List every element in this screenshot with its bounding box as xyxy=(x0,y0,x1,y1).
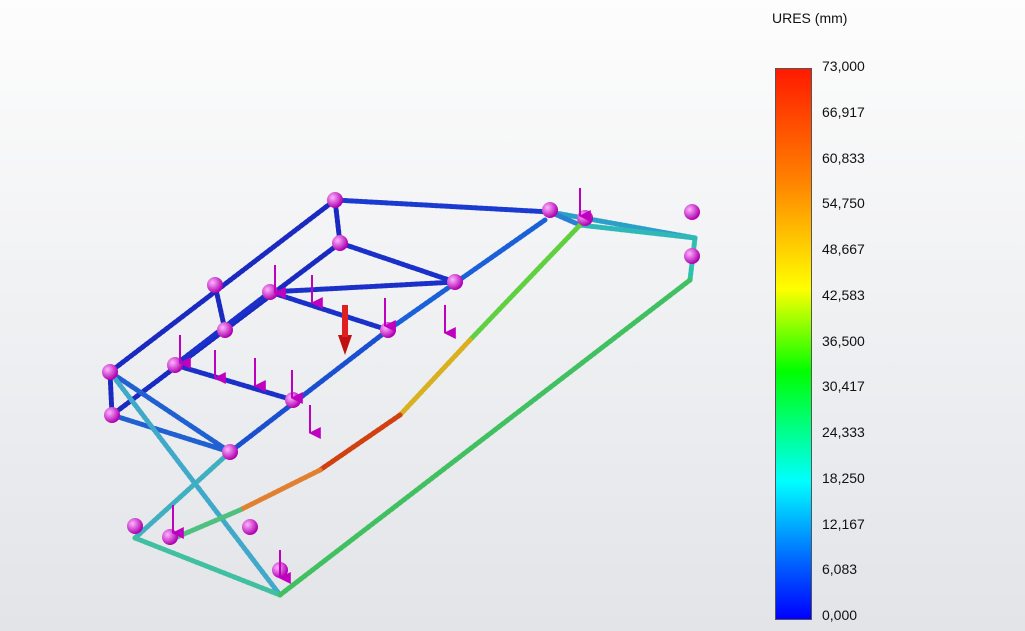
legend-label: 48,667 xyxy=(822,241,865,257)
fixture xyxy=(162,529,178,545)
loads xyxy=(102,188,700,584)
fixture xyxy=(104,407,120,423)
beam xyxy=(577,222,698,241)
legend-label: 42,583 xyxy=(822,286,865,303)
fixture xyxy=(207,277,223,293)
fixture xyxy=(102,364,118,380)
fixture xyxy=(447,274,463,290)
legend-label: 73,000 xyxy=(822,58,865,74)
beam xyxy=(227,327,391,455)
fixture xyxy=(684,248,700,264)
beam xyxy=(267,279,458,295)
legend-label: 36,500 xyxy=(822,332,865,349)
beam xyxy=(397,337,473,418)
fixture xyxy=(127,518,143,534)
legend-label: 60,833 xyxy=(822,149,865,166)
legend-label: 12,167 xyxy=(822,515,865,532)
fixture xyxy=(217,322,233,338)
fixture xyxy=(332,235,348,251)
fixture xyxy=(327,192,343,208)
legend-label: 54,750 xyxy=(822,195,865,212)
legend-label: 0,000 xyxy=(822,607,858,623)
beam xyxy=(317,412,403,473)
fixture xyxy=(684,204,700,220)
legend-label: 30,417 xyxy=(822,378,865,395)
beam xyxy=(267,289,391,333)
beam xyxy=(332,197,553,215)
beam xyxy=(132,535,283,598)
beam xyxy=(385,217,548,333)
legend-label: 66,917 xyxy=(822,103,865,120)
beam xyxy=(107,369,233,455)
load-arrow xyxy=(338,335,352,355)
beam xyxy=(172,362,296,403)
fixture xyxy=(222,444,238,460)
fixture xyxy=(380,322,396,338)
load-arrow xyxy=(342,305,348,337)
frame xyxy=(107,197,698,598)
beam xyxy=(132,449,233,541)
fixture xyxy=(542,202,558,218)
color-bar xyxy=(775,68,812,620)
legend-label: 18,250 xyxy=(822,469,865,486)
legend-title: URES (mm) xyxy=(772,10,848,26)
beam xyxy=(467,222,583,343)
beam xyxy=(337,240,458,285)
fixture xyxy=(242,519,258,535)
legend-label: 24,333 xyxy=(822,424,865,440)
beam xyxy=(237,467,323,513)
legend-label: 6,083 xyxy=(822,561,858,578)
beam xyxy=(109,412,233,455)
beam xyxy=(277,277,693,598)
